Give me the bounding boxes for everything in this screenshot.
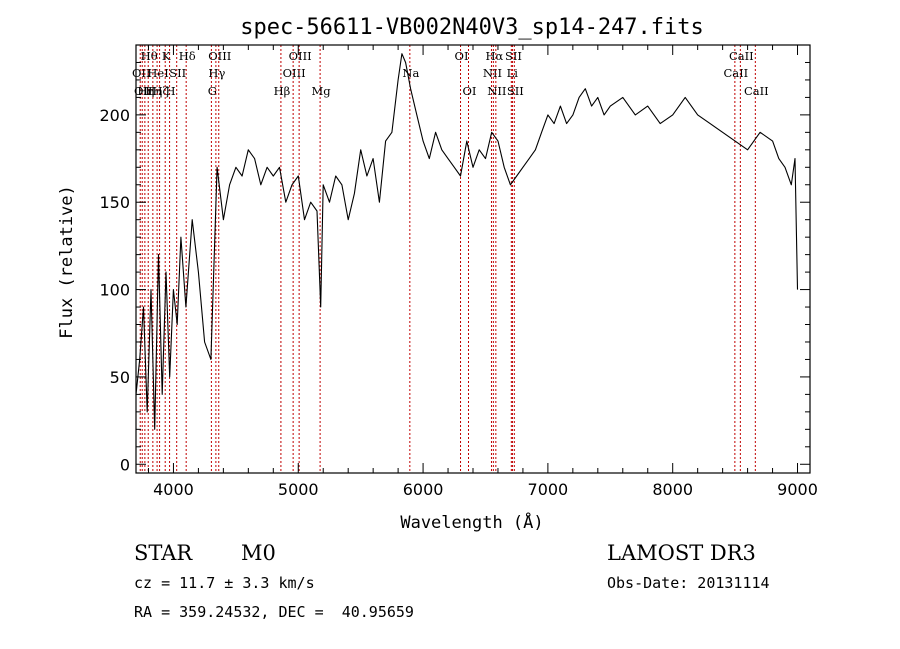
x-tick-label-9000: 9000 — [777, 480, 818, 499]
line-label-26: SII — [507, 84, 524, 98]
y-tick-label-150: 150 — [99, 193, 130, 212]
line-label-12: Hγ — [208, 66, 225, 80]
line-label-29: CaII — [744, 84, 769, 98]
line-label-11: G — [208, 84, 217, 98]
y-tick-label-200: 200 — [99, 106, 130, 125]
line-label-19: OI — [455, 49, 469, 63]
line-label-10: Hδ — [179, 49, 196, 63]
line-label-14: Hβ — [274, 84, 291, 98]
observation-date: Obs-Date: 20131114 — [607, 574, 770, 592]
x-tick-label-4000: 4000 — [153, 480, 194, 499]
line-label-2: Hη — [137, 84, 154, 98]
axis-ticks: 4000 5000 6000 7000 8000 9000 0 50 100 150 200 — [99, 45, 818, 499]
survey-name: LAMOST DR3 — [607, 541, 756, 565]
y-axis-label: Flux (relative) — [57, 185, 77, 339]
line-label-13: OIII — [208, 49, 231, 63]
x-tick-label-7000: 7000 — [528, 480, 569, 499]
plot-frame — [135, 44, 811, 474]
line-label-21: NII — [483, 66, 502, 80]
line-label-25: SII — [505, 49, 522, 63]
line-label-9: SII — [169, 66, 186, 80]
redshift-cz: cz = 11.7 ± 3.3 km/s — [134, 574, 315, 592]
x-tick-label-5000: 5000 — [278, 480, 319, 499]
line-label-18: Na — [402, 66, 419, 80]
line-label-8: H — [166, 84, 176, 98]
line-label-4: Hη — [145, 84, 162, 98]
line-label-5: HeI — [147, 66, 168, 80]
line-label-28: CaII — [729, 49, 754, 63]
x-axis-label: Wavelength (Å) — [400, 511, 543, 533]
chart-title: spec-56611-VB002N40V3_sp14-247.fits — [240, 15, 704, 40]
line-label-0: OII — [132, 66, 151, 80]
emission-line-markers: OIIOIIHηHθHηHeIHζKHSIIHδGHγOIIIHβOIIIOII… — [132, 45, 769, 473]
line-label-23: NII — [487, 84, 506, 98]
line-label-20: OI — [463, 84, 477, 98]
line-label-15: OIII — [283, 66, 306, 80]
y-tick-label-50: 50 — [110, 368, 130, 387]
object-subclass: M0 — [241, 541, 276, 565]
ra-dec-coordinates: RA = 359.24532, DEC = 40.95659 — [134, 603, 414, 621]
series-line-flux — [135, 53, 799, 430]
line-label-3: Hθ — [141, 49, 158, 63]
series-layer — [135, 53, 799, 430]
line-label-7: K — [162, 49, 171, 63]
line-label-6: Hζ — [152, 84, 168, 98]
x-tick-label-6000: 6000 — [403, 480, 444, 499]
y-tick-label-0: 0 — [120, 455, 130, 474]
line-label-22: Hα — [485, 49, 503, 63]
line-label-16: OIII — [289, 49, 312, 63]
line-label-27: CaII — [723, 66, 748, 80]
line-label-17: Mg — [312, 84, 332, 98]
object-class: STAR — [134, 541, 193, 565]
y-tick-label-100: 100 — [99, 281, 130, 300]
x-tick-label-8000: 8000 — [652, 480, 693, 499]
